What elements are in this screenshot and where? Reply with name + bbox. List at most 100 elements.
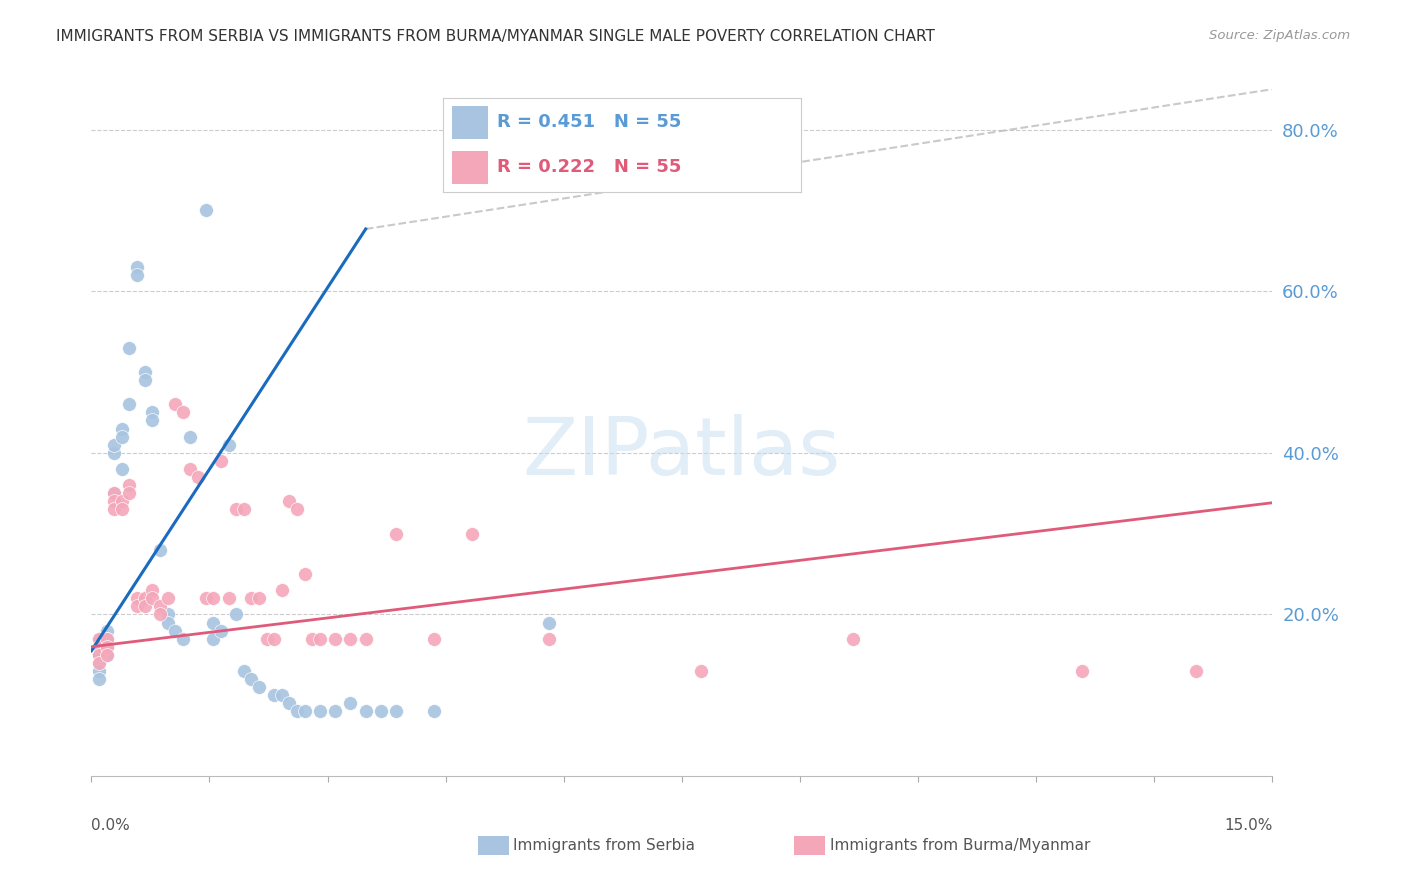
Point <box>127 599 149 614</box>
Point <box>339 696 361 710</box>
Bar <box>451 105 488 139</box>
Point <box>149 607 172 622</box>
Text: Source: ZipAtlas.com: Source: ZipAtlas.com <box>1209 29 1350 42</box>
Point <box>127 268 149 282</box>
Point <box>385 705 408 719</box>
Point <box>127 591 149 606</box>
Point <box>202 632 225 646</box>
Point <box>690 664 713 678</box>
Bar <box>451 151 488 185</box>
Point <box>96 648 118 662</box>
Point <box>194 203 217 218</box>
Point <box>149 599 172 614</box>
Point <box>111 430 134 444</box>
Text: IMMIGRANTS FROM SERBIA VS IMMIGRANTS FROM BURMA/MYANMAR SINGLE MALE POVERTY CORR: IMMIGRANTS FROM SERBIA VS IMMIGRANTS FRO… <box>56 29 935 44</box>
Point <box>96 632 118 646</box>
Point <box>141 413 163 427</box>
Point <box>1185 664 1208 678</box>
Text: 0.0%: 0.0% <box>91 818 131 832</box>
Point <box>96 640 118 654</box>
Point <box>309 705 332 719</box>
Point <box>218 591 240 606</box>
Point <box>141 591 163 606</box>
Point <box>256 632 278 646</box>
Point <box>165 624 187 638</box>
Text: ZIPatlas: ZIPatlas <box>523 414 841 492</box>
Point <box>103 486 125 500</box>
Point <box>134 373 156 387</box>
Point <box>141 583 163 598</box>
Point <box>103 438 125 452</box>
Point <box>537 632 560 646</box>
Text: 15.0%: 15.0% <box>1225 818 1272 832</box>
Point <box>323 632 346 646</box>
Point <box>187 470 209 484</box>
Point <box>165 397 187 411</box>
Point <box>209 624 232 638</box>
Point <box>294 705 316 719</box>
Point <box>194 591 217 606</box>
Point <box>156 607 179 622</box>
Point <box>240 591 263 606</box>
Text: Immigrants from Burma/Myanmar: Immigrants from Burma/Myanmar <box>830 838 1090 853</box>
Point <box>111 502 134 516</box>
Point <box>118 478 141 492</box>
Point <box>87 656 110 670</box>
Point <box>87 648 110 662</box>
Point <box>225 607 247 622</box>
Point <box>354 705 377 719</box>
Point <box>134 591 156 606</box>
Point <box>156 615 179 630</box>
Point <box>232 502 254 516</box>
Point <box>179 430 201 444</box>
Point <box>263 688 285 702</box>
Point <box>127 260 149 274</box>
Point <box>225 502 247 516</box>
Point <box>118 341 141 355</box>
Point <box>87 632 110 646</box>
Point <box>285 705 308 719</box>
Point <box>323 705 346 719</box>
Point <box>263 632 285 646</box>
Point <box>87 648 110 662</box>
Point <box>149 542 172 557</box>
Point <box>87 648 110 662</box>
Point <box>385 526 408 541</box>
Point <box>1071 664 1094 678</box>
Point <box>87 664 110 678</box>
Point <box>179 462 201 476</box>
Text: Immigrants from Serbia: Immigrants from Serbia <box>513 838 695 853</box>
Point <box>247 591 270 606</box>
Point <box>118 486 141 500</box>
Point <box>134 599 156 614</box>
Point <box>232 664 254 678</box>
Point <box>247 680 270 694</box>
Point <box>270 583 292 598</box>
Point <box>294 567 316 582</box>
Point <box>309 632 332 646</box>
Point <box>87 640 110 654</box>
Point <box>103 494 125 508</box>
Point <box>172 632 194 646</box>
Point <box>87 656 110 670</box>
Point <box>141 405 163 419</box>
Point <box>96 632 118 646</box>
Point <box>111 421 134 435</box>
Point <box>461 526 484 541</box>
Point <box>537 615 560 630</box>
Point <box>423 632 446 646</box>
Point <box>202 591 225 606</box>
Text: R = 0.222   N = 55: R = 0.222 N = 55 <box>496 159 681 177</box>
Point <box>111 494 134 508</box>
Point <box>301 632 323 646</box>
Point <box>87 672 110 686</box>
Point <box>103 446 125 460</box>
Text: R = 0.451   N = 55: R = 0.451 N = 55 <box>496 113 681 131</box>
Point <box>202 615 225 630</box>
Point <box>87 640 110 654</box>
Point <box>87 640 110 654</box>
Point <box>111 462 134 476</box>
Point <box>354 632 377 646</box>
Point <box>172 405 194 419</box>
Point <box>156 591 179 606</box>
